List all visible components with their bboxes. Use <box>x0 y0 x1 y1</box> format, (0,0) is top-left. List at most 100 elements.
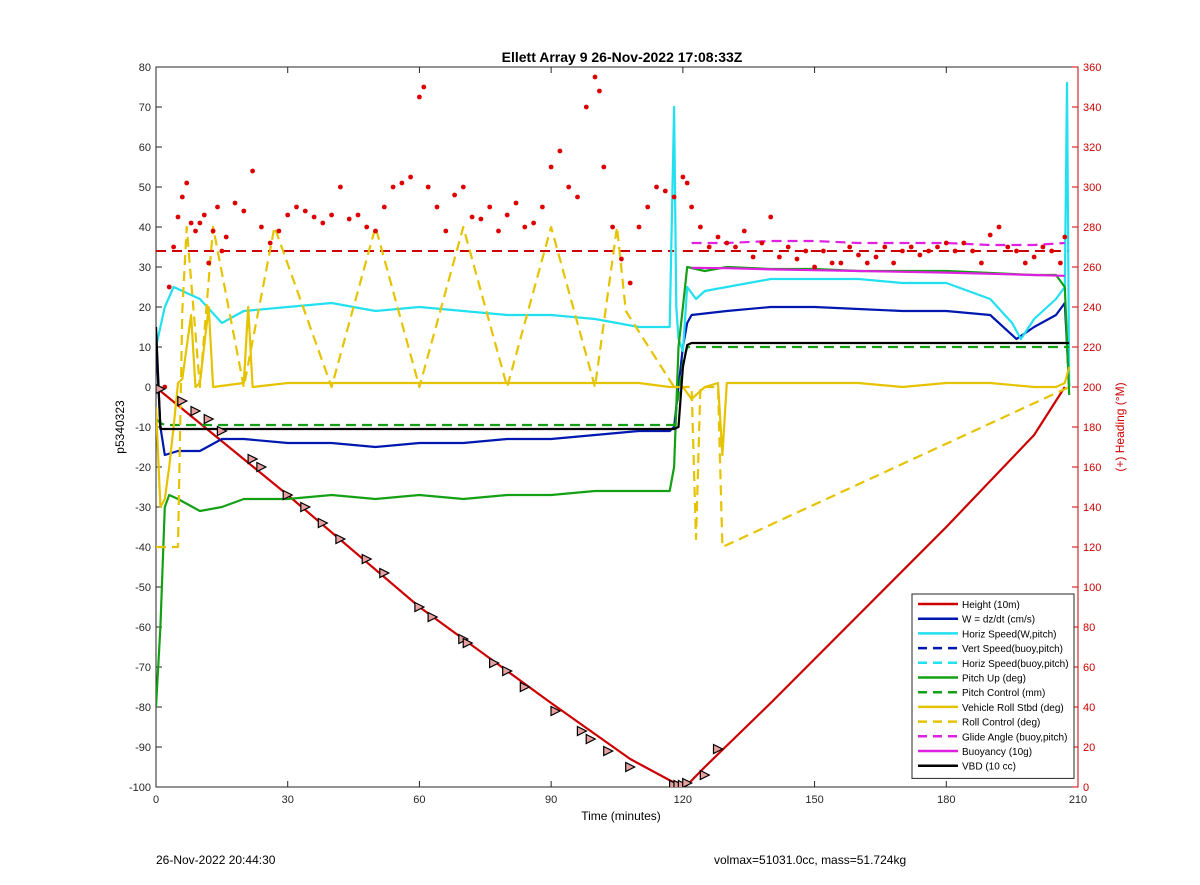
heading-point <box>267 240 273 246</box>
height-marker <box>300 501 312 513</box>
heading-point <box>232 200 238 206</box>
y-tick-label-left: -50 <box>135 582 151 594</box>
heading-point <box>381 204 387 210</box>
heading-point <box>478 216 484 222</box>
y-tick-label-left: -100 <box>129 782 151 794</box>
heading-point <box>619 256 624 262</box>
heading-point <box>873 254 879 260</box>
heading-point <box>996 224 1002 230</box>
heading-point <box>715 234 721 240</box>
y-tick-label-left: -80 <box>135 702 151 714</box>
heading-point <box>724 240 730 246</box>
heading-point <box>294 204 299 210</box>
x-tick-label: 30 <box>282 794 294 806</box>
heading-point <box>908 244 914 250</box>
heading-point <box>346 216 352 222</box>
footer-volmax-mass: volmax=51031.0cc, mass=51.724kg <box>714 853 907 867</box>
y-tick-label-left: 20 <box>139 302 151 314</box>
height-marker <box>682 777 694 787</box>
plot-clip-group <box>156 74 1071 787</box>
heading-point <box>829 260 835 266</box>
heading-point <box>917 252 923 258</box>
y-axis-label-right: (+) Heading (°M) <box>1113 382 1127 471</box>
heading-point <box>891 260 896 266</box>
heading-point <box>1040 244 1046 250</box>
legend-label: Roll Control (deg) <box>962 718 1040 729</box>
y-axis-label-left: p5340323 <box>113 400 127 454</box>
heading-point <box>285 212 291 218</box>
y-tick-label-right: 140 <box>1083 502 1101 514</box>
heading-point <box>662 188 668 194</box>
height-marker <box>361 553 373 565</box>
heading-point <box>943 240 949 246</box>
y-tick-label-right: 0 <box>1083 782 1089 794</box>
legend-label: Glide Angle (buoy,pitch) <box>962 732 1067 743</box>
heading-point <box>592 74 598 80</box>
y-tick-label-right: 260 <box>1083 262 1101 274</box>
heading-point <box>970 248 975 254</box>
heading-point <box>961 240 967 246</box>
height-marker <box>550 705 562 717</box>
heading-point <box>601 164 607 170</box>
heading-point <box>768 214 774 220</box>
y-tick-label-right: 40 <box>1083 702 1095 714</box>
x-tick-label: 0 <box>153 794 159 806</box>
heading-point <box>777 254 782 260</box>
y-tick-label-left: 30 <box>139 262 151 274</box>
heading-point <box>926 248 932 254</box>
y-tick-label-right: 280 <box>1083 222 1101 234</box>
heading-point <box>671 194 677 200</box>
heading-point <box>329 212 334 218</box>
height-marker <box>203 413 215 425</box>
heading-point <box>557 148 563 154</box>
y-tick-label-left: -40 <box>135 542 151 554</box>
heading-point <box>821 248 826 254</box>
y-tick-label-right: 100 <box>1083 582 1101 594</box>
heading-point <box>302 208 308 214</box>
legend-label: Horiz Speed(W,pitch) <box>962 629 1056 640</box>
y-tick-label-right: 220 <box>1083 342 1101 354</box>
heading-point <box>522 224 528 230</box>
x-tick-label: 60 <box>413 794 425 806</box>
legend-label: Buoyancy (10g) <box>962 747 1032 758</box>
height-marker <box>247 453 259 465</box>
height-marker <box>502 665 514 677</box>
height-marker <box>190 405 202 417</box>
height-marker <box>585 733 597 745</box>
y-tick-label-right: 320 <box>1083 142 1101 154</box>
heading-point <box>408 174 413 180</box>
x-tick-label: 210 <box>1069 794 1087 806</box>
heading-point <box>540 204 545 210</box>
legend-label: Vert Speed(buoy,pitch) <box>962 644 1063 655</box>
heading-point <box>201 212 207 218</box>
heading-point <box>1062 234 1068 240</box>
y-tick-label-right: 360 <box>1083 62 1101 74</box>
height-marker <box>699 769 711 781</box>
heading-point <box>373 228 378 234</box>
heading-point <box>548 164 554 170</box>
y-tick-label-right: 80 <box>1083 622 1095 634</box>
heading-point <box>654 184 659 190</box>
heading-point <box>259 224 264 230</box>
heading-point <box>1014 248 1019 254</box>
y-tick-label-left: 10 <box>139 342 151 354</box>
legend-label: W = dz/dt (cm/s) <box>962 615 1035 626</box>
heading-point <box>864 260 870 266</box>
heading-point <box>794 256 800 262</box>
heading-point <box>698 224 703 230</box>
legend-box <box>911 593 1075 779</box>
heading-point <box>206 260 212 266</box>
y-tick-label-right: 240 <box>1083 302 1101 314</box>
y-tick-label-left: 0 <box>145 382 151 394</box>
heading-point <box>882 244 888 250</box>
y-tick-label-left: 50 <box>139 182 151 194</box>
heading-point <box>706 244 712 250</box>
legend-label: VBD (10 cc) <box>962 762 1016 773</box>
heading-point <box>627 280 633 286</box>
y-tick-label-right: 340 <box>1083 102 1101 114</box>
y-tick-label-right: 160 <box>1083 462 1101 474</box>
series-line <box>156 301 1071 457</box>
height-marker <box>256 461 268 473</box>
legend-label: Pitch Control (mm) <box>962 688 1045 699</box>
